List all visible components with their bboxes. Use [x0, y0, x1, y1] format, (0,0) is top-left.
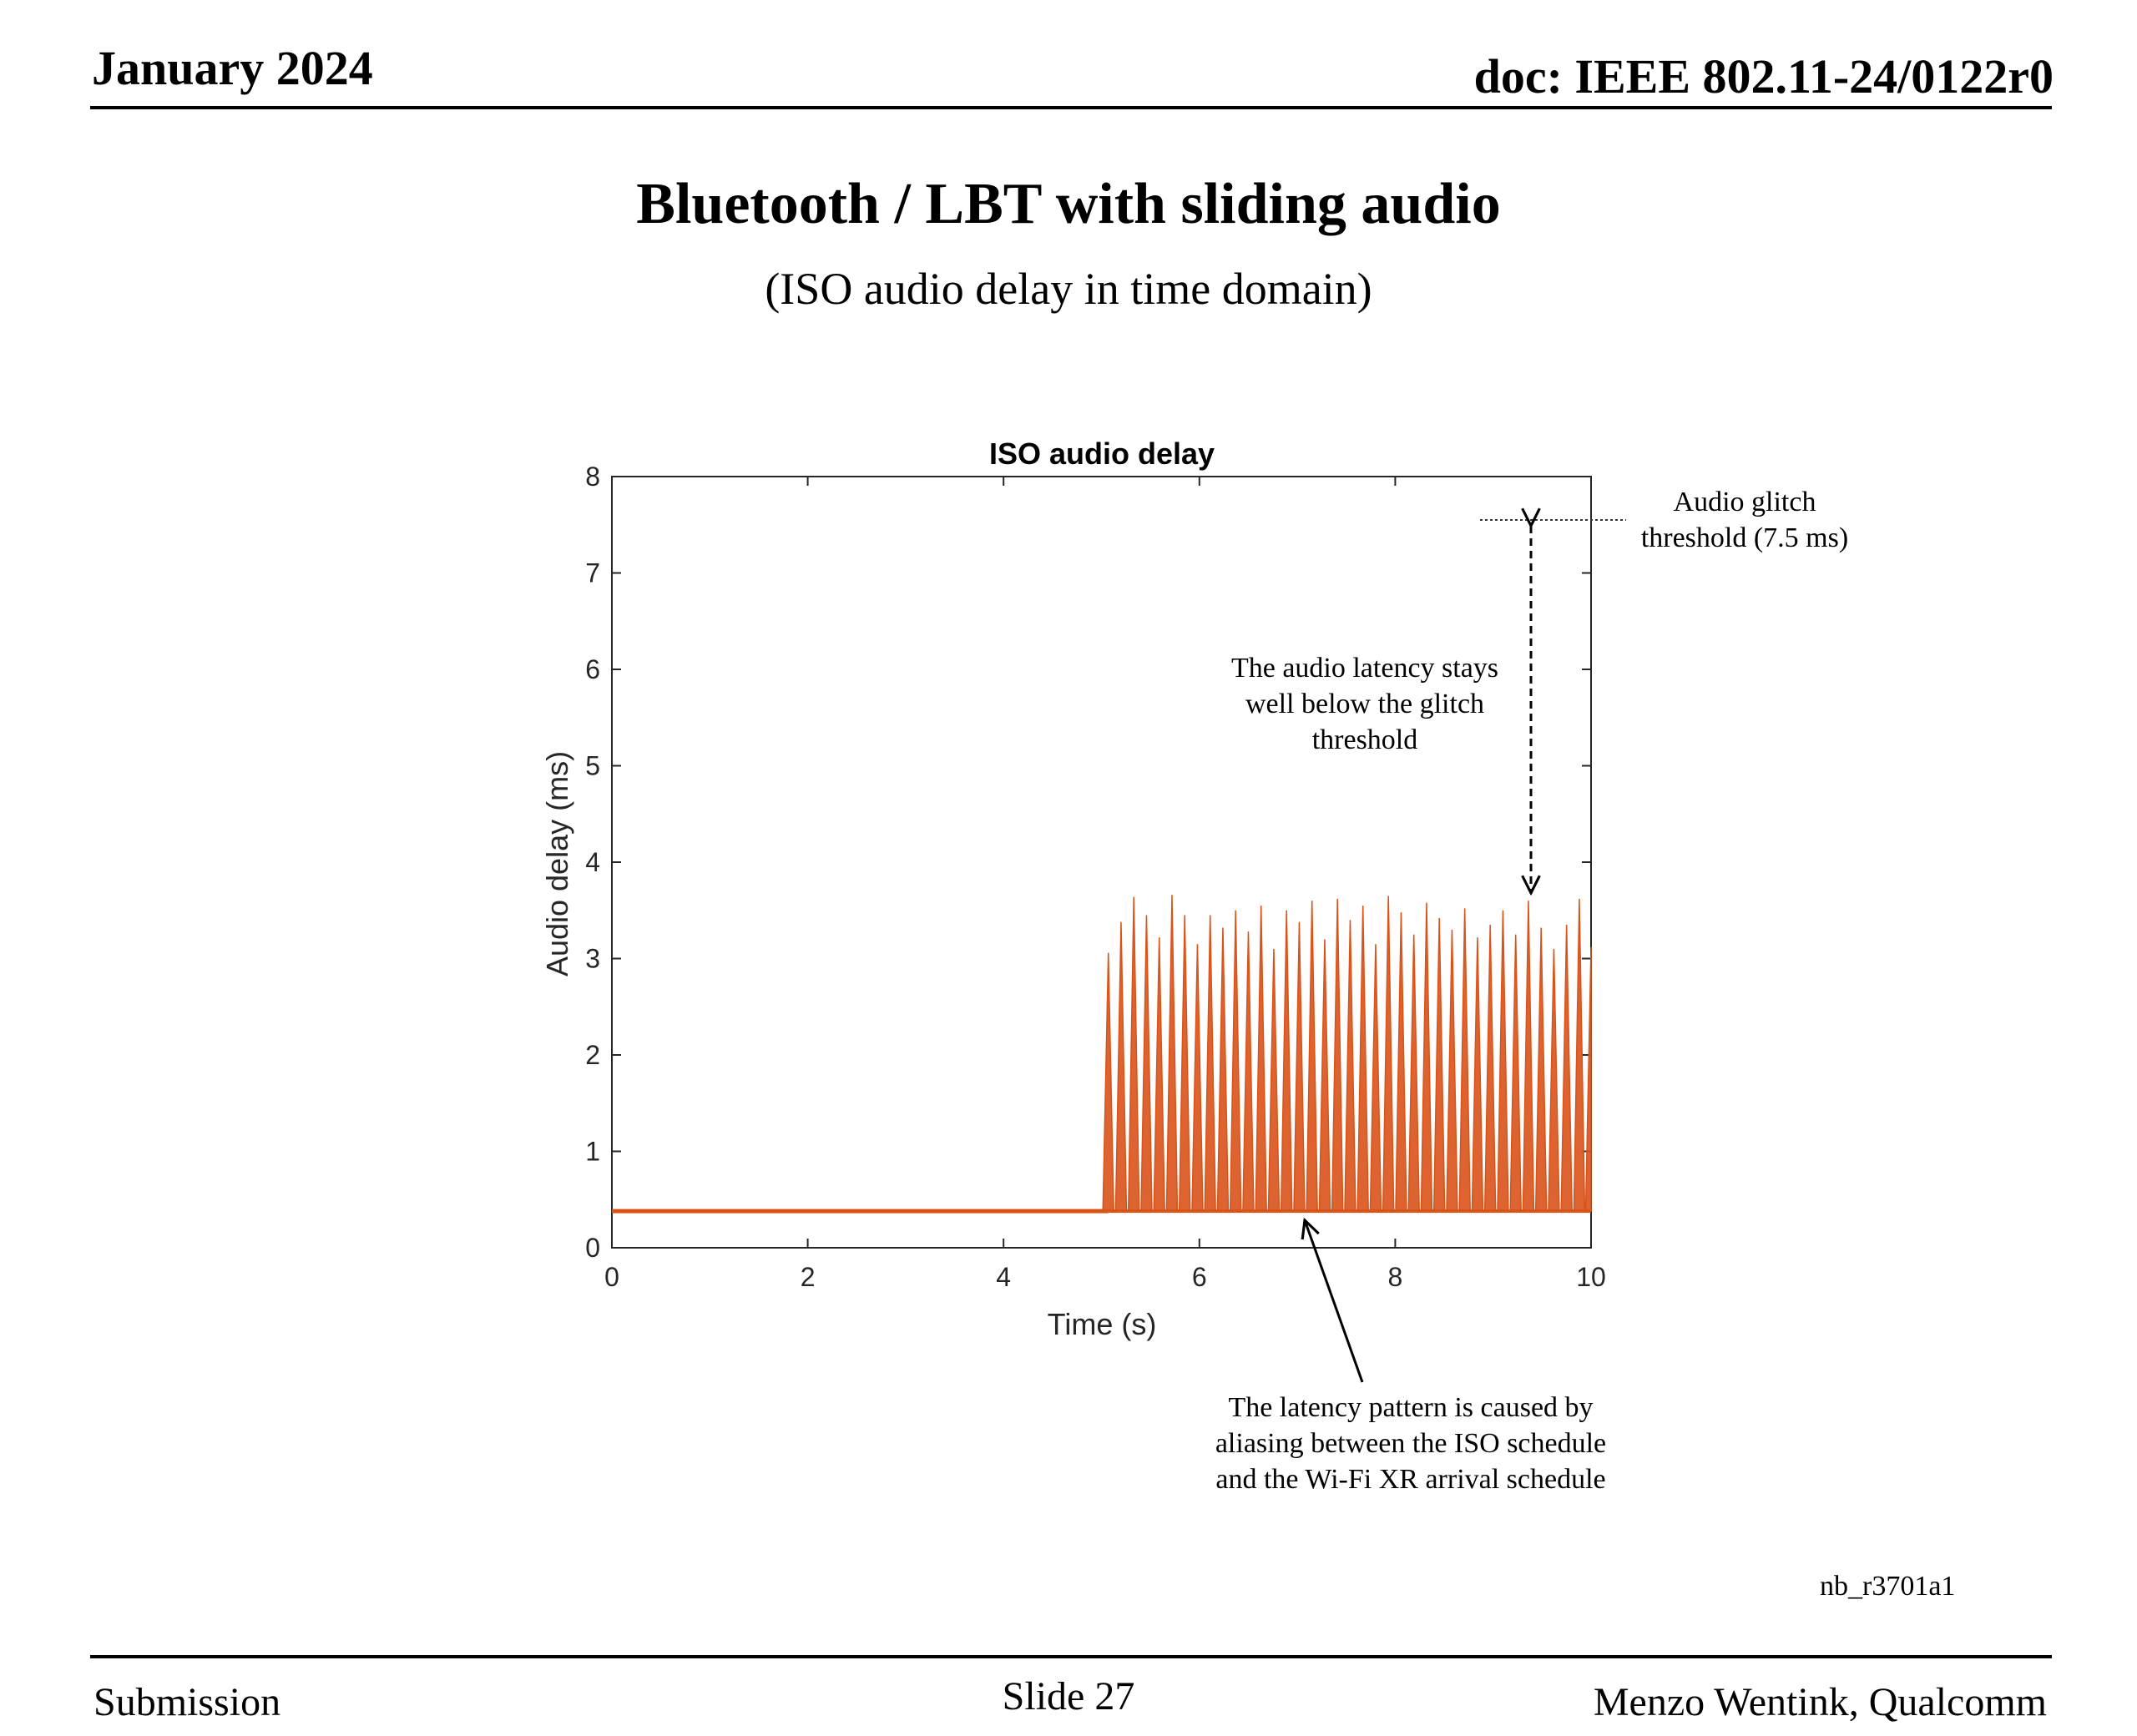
series-spike	[1407, 934, 1420, 1212]
x-tick-label: 10	[1576, 1262, 1606, 1292]
x-tick-label: 8	[1388, 1262, 1403, 1292]
stays-note-line-1: The audio latency stays	[1230, 653, 1499, 684]
series-spike	[1382, 896, 1395, 1212]
slide-title: Bluetooth / LBT with sliding audio	[636, 172, 1501, 236]
series-spike	[1420, 902, 1433, 1212]
x-axis-label: Time (s)	[1048, 1307, 1157, 1341]
pattern-note-line-3: and the Wi-Fi XR arrival schedule	[1215, 1464, 1606, 1495]
y-tick-label: 2	[585, 1040, 600, 1070]
pattern-note-line-2: aliasing between the ISO schedule	[1215, 1428, 1607, 1459]
series-spike	[1153, 937, 1165, 1212]
series-spike	[1242, 931, 1255, 1212]
series-spike	[1165, 895, 1179, 1212]
pattern-arrow	[1305, 1220, 1364, 1383]
stays-note-line-2: well below the glitch	[1245, 689, 1485, 719]
series-spike	[1204, 915, 1216, 1212]
x-tick-label: 6	[1192, 1262, 1207, 1292]
footer-slide-number: Slide 27	[1002, 1674, 1135, 1718]
x-tick-label: 0	[604, 1262, 619, 1292]
stays-note-line-3: threshold	[1311, 724, 1418, 755]
series-spike	[1178, 915, 1191, 1212]
series-spike	[1127, 896, 1140, 1212]
header-doc-id: doc: IEEE 802.11-24/0122r0	[1473, 49, 2054, 103]
y-tick-label: 4	[585, 847, 600, 877]
series-spike	[1432, 917, 1446, 1212]
series-spike	[1356, 905, 1369, 1212]
series-spike	[1306, 901, 1318, 1212]
slide-subtitle: (ISO audio delay in time domain)	[765, 264, 1372, 314]
y-axis-label: Audio delay (ms)	[540, 751, 574, 976]
series-spike	[1522, 901, 1535, 1212]
series-spike	[1534, 927, 1548, 1212]
series-spike	[1497, 910, 1509, 1212]
y-tick-label: 7	[585, 558, 600, 588]
series-spike	[1509, 934, 1522, 1212]
y-tick-label: 1	[585, 1137, 600, 1167]
series-spike	[1560, 925, 1573, 1212]
series-spike	[1191, 944, 1204, 1212]
latency-pattern-note: The latency pattern is caused by aliasin…	[1177, 1390, 1644, 1497]
series-spike	[1216, 927, 1230, 1212]
series-spike	[1280, 910, 1293, 1212]
series-spike	[1267, 948, 1281, 1212]
pattern-note-line-1: The latency pattern is caused by	[1228, 1392, 1594, 1423]
series-spike	[1102, 952, 1114, 1212]
series-spike	[1369, 944, 1382, 1212]
series-spike	[1344, 920, 1356, 1212]
series-spike	[1471, 937, 1484, 1212]
y-tick-label: 0	[585, 1233, 600, 1263]
plot-area-box	[611, 476, 1592, 1249]
series-spike	[1584, 946, 1592, 1212]
figure-code: nb_r3701a1	[1820, 1571, 1956, 1602]
footer-divider	[90, 1655, 2052, 1658]
series-spike	[1483, 925, 1497, 1212]
series-spike	[1318, 939, 1331, 1212]
y-tick-label: 8	[585, 462, 600, 492]
series-spike	[1458, 908, 1471, 1212]
x-tick-label: 2	[801, 1262, 816, 1292]
glitch-note-line-2: threshold (7.5 ms)	[1640, 522, 1849, 553]
series-spike	[1114, 921, 1128, 1212]
footer-author: Menzo Wentink, Qualcomm	[1593, 1680, 2047, 1724]
series-spike	[1140, 915, 1153, 1212]
glitch-threshold-note: Audio glitch threshold (7.5 ms)	[1619, 484, 1870, 556]
header-date: January 2024	[92, 41, 373, 95]
series-spike	[1229, 910, 1242, 1212]
series-spike	[1548, 948, 1560, 1212]
series-spike	[1446, 929, 1458, 1212]
series-spike	[1293, 921, 1306, 1212]
series-spike	[1395, 912, 1407, 1212]
y-tick-label: 6	[585, 654, 600, 684]
latency-below-threshold-note: The audio latency stays well below the g…	[1202, 650, 1528, 758]
series-spike	[1331, 898, 1344, 1212]
y-tick-label: 5	[585, 751, 600, 781]
glitch-note-line-1: Audio glitch	[1673, 487, 1816, 517]
series-spike	[1255, 905, 1267, 1212]
x-tick-label: 4	[996, 1262, 1011, 1292]
footer-submission: Submission	[93, 1680, 281, 1724]
y-tick-label: 3	[585, 944, 600, 974]
chart-title: ISO audio delay	[989, 437, 1215, 471]
header-divider	[90, 106, 2052, 109]
